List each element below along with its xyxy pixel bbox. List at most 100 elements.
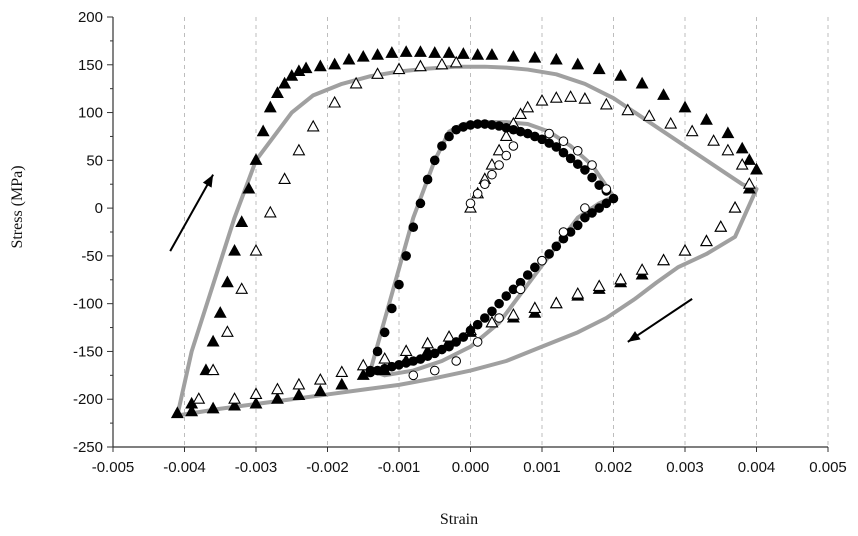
open-triangle-point bbox=[414, 59, 427, 72]
filled-circle-point bbox=[587, 172, 597, 183]
open-triangle-point bbox=[206, 363, 220, 376]
filled-triangle-point bbox=[678, 100, 692, 113]
open-circle-point bbox=[472, 337, 483, 347]
open-triangle-point bbox=[313, 372, 327, 385]
filled-circle-point bbox=[387, 303, 397, 314]
open-triangle-point bbox=[349, 76, 363, 89]
open-triangle-point bbox=[249, 243, 263, 256]
open-circle-point bbox=[494, 313, 504, 323]
open-triangle-point bbox=[371, 67, 384, 79]
filled-triangle-point bbox=[442, 46, 456, 58]
open-triangle-point bbox=[735, 157, 749, 170]
filled-circle-point bbox=[558, 147, 569, 158]
filled-circle-point bbox=[544, 249, 554, 259]
filled-triangle-point bbox=[249, 153, 263, 165]
open-triangle-point bbox=[220, 325, 234, 337]
filled-circle-point bbox=[494, 298, 504, 309]
open-triangle-point bbox=[235, 282, 249, 294]
filled-circle-point bbox=[429, 155, 440, 166]
open-triangle-point bbox=[421, 336, 435, 349]
open-triangle-point bbox=[392, 62, 406, 75]
labels: Strain Stress (MPa) bbox=[9, 165, 478, 528]
filled-circle-point bbox=[379, 327, 390, 338]
y-tick-label: -250 bbox=[73, 439, 103, 456]
open-triangle-point bbox=[549, 296, 563, 309]
filled-circle-point bbox=[472, 319, 483, 330]
filled-triangle-point bbox=[278, 76, 292, 89]
filled-triangle-point bbox=[263, 100, 277, 113]
filled-triangle-point bbox=[506, 49, 520, 62]
open-triangle-point bbox=[721, 143, 735, 156]
open-triangle-point bbox=[506, 307, 520, 320]
filled-triangle-point bbox=[456, 47, 470, 59]
filled-triangle-point bbox=[356, 49, 370, 62]
filled-triangle-point bbox=[242, 181, 256, 194]
open-circle-point bbox=[537, 255, 547, 266]
open-triangle-point bbox=[578, 92, 592, 104]
filled-circle-point bbox=[551, 241, 562, 252]
loading-direction-arrow bbox=[169, 174, 214, 252]
y-tick-label: -50 bbox=[81, 248, 103, 265]
filled-circle-point bbox=[458, 332, 469, 342]
open-triangle-point bbox=[514, 107, 527, 120]
filled-triangle-point bbox=[342, 52, 356, 65]
open-circle-point bbox=[429, 365, 440, 376]
filled-triangle-point bbox=[206, 334, 220, 347]
open-circle-point bbox=[472, 188, 483, 199]
filled-triangle-point bbox=[592, 62, 606, 75]
open-triangle-point bbox=[399, 344, 413, 356]
x-axis-label: Strain bbox=[440, 511, 478, 528]
open-triangle-point bbox=[642, 109, 656, 121]
filled-circle-point bbox=[530, 262, 540, 273]
x-tick-label: 0.001 bbox=[523, 459, 561, 476]
open-triangle-point bbox=[707, 134, 721, 146]
y-tick-label: 100 bbox=[78, 105, 103, 122]
filled-triangle-point bbox=[271, 392, 284, 404]
open-circle-point bbox=[572, 145, 583, 156]
open-circle-point bbox=[508, 141, 519, 151]
filled-triangle-point bbox=[485, 48, 499, 60]
open-triangle-point bbox=[685, 124, 699, 137]
filled-triangle-point bbox=[721, 126, 735, 139]
filled-triangle-point bbox=[428, 46, 442, 58]
open-triangle-point bbox=[571, 286, 585, 299]
x-tick-label: -0.004 bbox=[163, 459, 206, 476]
open-triangle-point bbox=[271, 382, 284, 395]
filled-triangle-point bbox=[271, 86, 284, 98]
axes-layer: -0.005 -0.004 -0.003 -0.002 -0.001 0.000 0.001… bbox=[73, 9, 847, 476]
open-triangle-point bbox=[599, 97, 613, 110]
filled-circle-point bbox=[444, 131, 454, 142]
filled-circle-point bbox=[594, 203, 605, 213]
filled-triangle-point bbox=[385, 46, 399, 58]
open-circle-point bbox=[408, 370, 419, 381]
open-circle-point bbox=[580, 203, 590, 213]
filled-triangle-point bbox=[742, 153, 756, 165]
open-triangle-point bbox=[249, 387, 263, 399]
unloading-direction-arrow bbox=[627, 298, 693, 343]
filled-circle-point bbox=[580, 212, 590, 223]
filled-triangle-point bbox=[249, 396, 263, 409]
arrow-shaft bbox=[169, 174, 214, 252]
arrow-shaft bbox=[627, 298, 693, 343]
filled-triangle-point bbox=[328, 57, 342, 70]
filled-circle-point bbox=[422, 174, 433, 185]
filled-circle-point bbox=[465, 325, 476, 336]
filled-circle-point bbox=[437, 141, 447, 151]
open-circle-point bbox=[601, 184, 612, 194]
open-triangle-point bbox=[664, 116, 678, 129]
filled-triangle-point bbox=[614, 69, 628, 81]
open-triangle-point bbox=[592, 279, 606, 292]
filled-triangle-point bbox=[256, 124, 270, 137]
y-tick-label: -100 bbox=[73, 296, 103, 313]
filled-triangle-point bbox=[657, 88, 670, 100]
filled-triangle-point bbox=[235, 215, 249, 227]
y-axis-label: Stress (MPa) bbox=[9, 165, 26, 248]
filled-circle-point bbox=[608, 193, 619, 204]
y-tick-label: 200 bbox=[78, 9, 103, 26]
open-triangle-point bbox=[356, 358, 370, 371]
arrow-head bbox=[627, 331, 641, 342]
open-triangle-point bbox=[228, 392, 241, 404]
x-tick-label: -0.001 bbox=[378, 459, 421, 476]
x-tick-label: -0.002 bbox=[306, 459, 349, 476]
